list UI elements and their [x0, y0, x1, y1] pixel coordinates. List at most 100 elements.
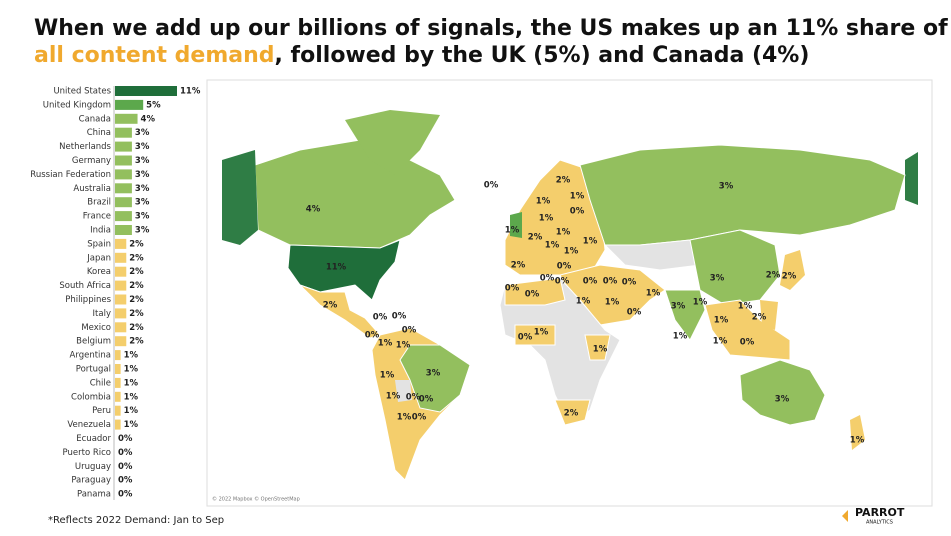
value-label: 2%: [129, 323, 144, 333]
bar: [115, 350, 121, 361]
logo-name: PARROT: [855, 506, 905, 519]
map-label: 1%: [673, 332, 688, 342]
region: [760, 300, 778, 330]
value-label: 5%: [146, 100, 161, 110]
bar: [115, 364, 121, 374]
map-label: 2%: [511, 261, 526, 271]
value-label: 2%: [129, 337, 144, 347]
map-label: 11%: [326, 263, 347, 273]
y-tick-label: Netherlands: [59, 142, 111, 152]
map-label: 0%: [412, 413, 427, 423]
y-tick-label: Germany: [72, 156, 111, 166]
bar: [115, 113, 138, 124]
bar: [115, 86, 177, 96]
map-label: 0%: [557, 262, 572, 272]
map-label: 1%: [397, 413, 412, 423]
y-tick-label: France: [83, 212, 111, 222]
map-label: 0%: [484, 181, 499, 191]
region: [504, 277, 566, 306]
value-label: 3%: [135, 170, 150, 180]
y-tick-label: Canada: [79, 114, 111, 124]
value-label: 2%: [129, 295, 144, 305]
y-tick-label: Spain: [87, 239, 111, 249]
region: [514, 324, 556, 346]
value-label: 2%: [129, 281, 144, 291]
value-label: 3%: [135, 198, 150, 208]
map-label: 1%: [593, 345, 608, 355]
map-label: 0%: [570, 207, 585, 217]
bar: [115, 155, 132, 166]
map-label: 0%: [583, 277, 598, 287]
y-tick-label: Argentina: [70, 351, 111, 361]
map-label: 0%: [373, 313, 388, 323]
map-label: 2%: [564, 409, 579, 419]
map-label: 1%: [646, 289, 661, 299]
region: [850, 415, 865, 450]
value-label: 3%: [135, 128, 150, 138]
map-label: 1%: [556, 228, 571, 238]
region: [739, 359, 826, 426]
value-label: 3%: [135, 212, 150, 222]
value-label: 4%: [141, 114, 156, 124]
map: [206, 79, 933, 507]
map-label: 0%: [540, 274, 555, 284]
value-label: 3%: [135, 226, 150, 236]
y-tick-label: Paraguay: [71, 476, 111, 486]
title-line: When we add up our billions of signals, …: [34, 16, 948, 41]
map-label: 3%: [671, 302, 686, 312]
y-tick-label: Chile: [90, 378, 111, 388]
value-label: 1%: [124, 365, 139, 375]
map-label: 2%: [323, 301, 338, 311]
title-line: all content demand, followed by the UK (…: [34, 43, 809, 68]
map-label: 1%: [536, 197, 551, 207]
value-label: 0%: [118, 462, 133, 472]
map-label: 0%: [402, 326, 417, 336]
map-label: 1%: [564, 247, 579, 257]
map-label: 1%: [714, 316, 729, 326]
map-label: 1%: [396, 341, 411, 351]
map-label: 1%: [693, 298, 708, 308]
region: [395, 380, 412, 402]
map-label: 0%: [392, 312, 407, 322]
bar: [115, 197, 132, 208]
map-label: 1%: [605, 298, 620, 308]
bar: [115, 183, 132, 194]
y-tick-label: Uruguay: [75, 462, 111, 472]
value-label: 2%: [129, 253, 144, 263]
y-tick-label: Korea: [87, 267, 111, 277]
y-tick-label: Philippines: [65, 295, 111, 305]
y-tick-label: Japan: [86, 253, 111, 263]
bar: [115, 308, 127, 319]
region: [510, 212, 522, 238]
bar: [115, 391, 121, 402]
y-tick-label: South Africa: [59, 281, 111, 291]
map-label: 1%: [545, 241, 560, 251]
bar: [115, 280, 127, 291]
value-label: 2%: [129, 267, 144, 277]
value-label: 0%: [118, 490, 133, 500]
y-tick-label: Panama: [77, 490, 111, 500]
value-label: 3%: [135, 142, 150, 152]
region: [905, 152, 918, 205]
map-label: 2%: [528, 233, 543, 243]
region: [345, 110, 440, 175]
region: [287, 239, 401, 301]
bar: [115, 169, 132, 180]
map-label: 0%: [518, 333, 533, 343]
logo-sub: ANALYTICS: [866, 520, 893, 526]
map-label: 0%: [603, 277, 618, 287]
map-label: 1%: [576, 297, 591, 307]
map-label: 1%: [505, 226, 520, 236]
y-tick-label: Belgium: [76, 337, 111, 347]
bar: [115, 377, 121, 388]
value-label: 0%: [118, 476, 133, 486]
value-label: 2%: [129, 309, 144, 319]
value-label: 1%: [124, 351, 139, 361]
region: [222, 150, 258, 245]
map-label: 3%: [719, 182, 734, 192]
region: [399, 344, 471, 413]
y-tick-label: Russian Federation: [30, 170, 111, 180]
region: [584, 334, 611, 361]
